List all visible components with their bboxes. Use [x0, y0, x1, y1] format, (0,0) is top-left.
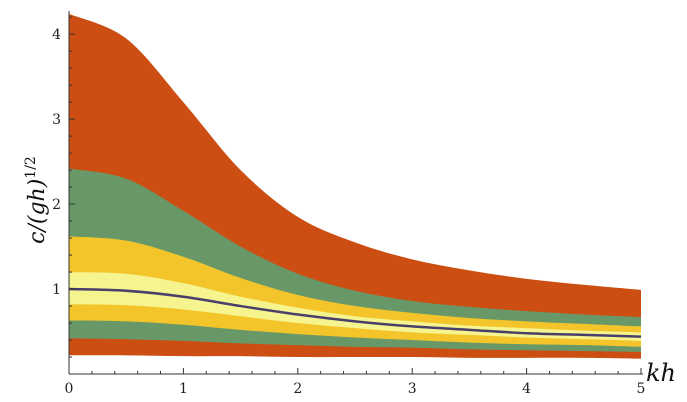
band-3	[69, 236, 641, 347]
y-axis-label-base: c/(gh)	[25, 179, 50, 244]
x-tick-label: 3	[408, 381, 417, 397]
y-axis-label-exponent: 1/2	[23, 156, 39, 179]
bands-layer	[69, 13, 641, 359]
series-layer	[68, 287, 642, 338]
y-tick-label: 4	[52, 27, 61, 43]
y-tick-label: 3	[52, 112, 61, 128]
x-axis-label: kh	[646, 359, 676, 387]
x-tick-label: 1	[179, 381, 188, 397]
y-tick-label: 2	[52, 197, 61, 213]
x-tick-label: 2	[293, 381, 302, 397]
x-tick-label: 5	[637, 381, 646, 397]
x-tick-label: 4	[522, 381, 531, 397]
series-line-1	[68, 287, 642, 338]
x-tick-label: 0	[65, 381, 74, 397]
y-tick-label: 1	[52, 282, 61, 298]
y-axis-label: c/(gh)1/2	[23, 156, 50, 244]
axes: 0 1 2 3 4 5 1 2 3 4	[52, 11, 645, 397]
